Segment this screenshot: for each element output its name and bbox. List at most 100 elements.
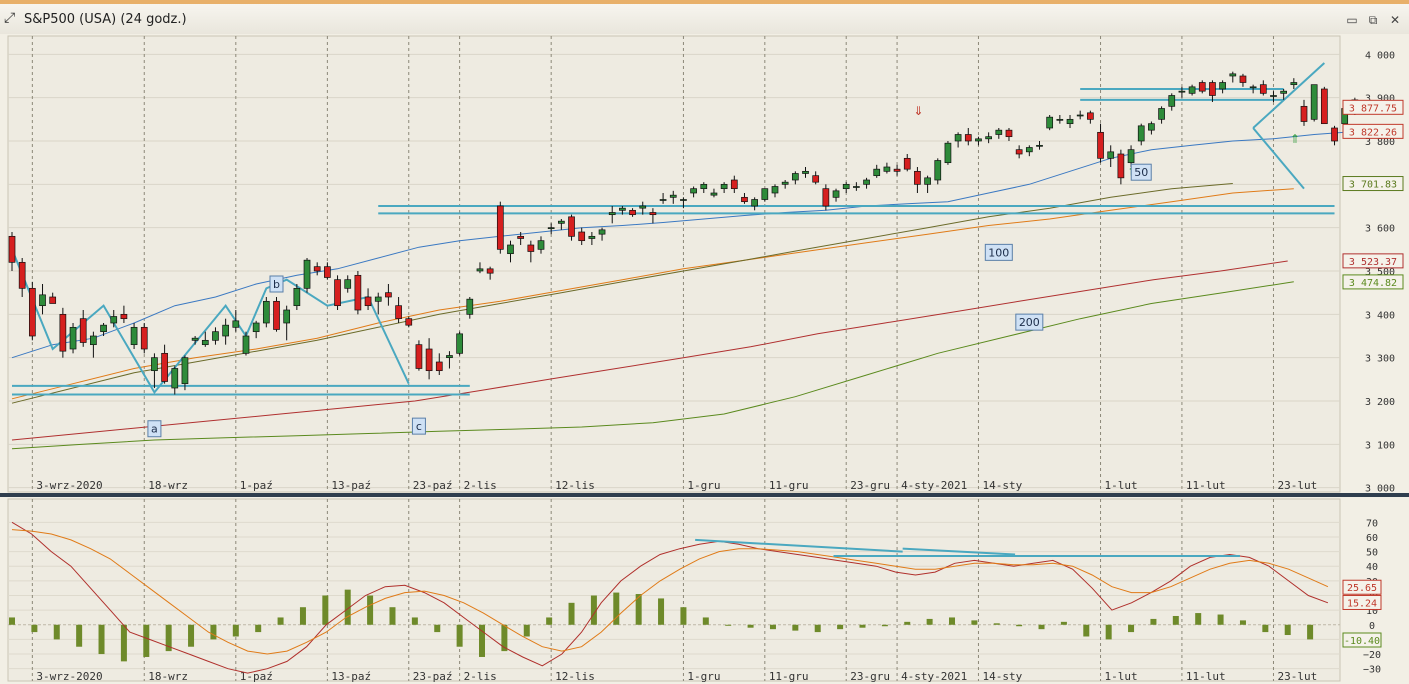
price-panel: [7, 35, 1341, 493]
candle-body: [49, 296, 57, 304]
macd-histogram-bar: [635, 594, 642, 625]
candle-body: [1259, 84, 1267, 94]
price-axis-tick-label: 3 300: [1365, 354, 1395, 365]
candle-body: [1015, 149, 1023, 155]
candle-body: [79, 318, 87, 343]
window-title-bar[interactable]: ⤢ S&P500 (USA) (24 godz.) ▭ ⧉ ✕: [0, 4, 1409, 35]
macd-line: [11, 521, 1329, 674]
macd-histogram-bar: [98, 624, 105, 655]
candle-body: [893, 168, 901, 172]
macd-histogram-bar: [613, 592, 620, 625]
macd-date-axis-tick-label: 12-lis: [555, 670, 595, 683]
candle-body: [995, 129, 1003, 135]
macd-histogram-bar: [389, 607, 396, 625]
candle-body: [313, 266, 321, 272]
price-tag-label: 3 474.82: [1349, 278, 1397, 289]
candle-body: [242, 335, 250, 354]
moving-average-line: [11, 260, 1288, 441]
candle-body: [1290, 82, 1298, 86]
date-axis-tick-label: 1-gru: [687, 479, 720, 492]
candle-body: [730, 179, 738, 190]
macd-histogram-bar: [9, 617, 15, 625]
candle-body: [873, 168, 881, 177]
candle-body: [802, 170, 809, 174]
close-icon[interactable]: ✕: [1389, 13, 1401, 27]
date-axis-tick-label: 3-wrz-2020: [36, 479, 102, 492]
candle-body: [252, 322, 260, 333]
macd-date-axis-tick-label: 4-sty-2021: [901, 670, 967, 683]
candle-body: [588, 235, 596, 239]
candle-body: [690, 188, 697, 194]
candle-body: [985, 136, 992, 140]
macd-date-axis-tick-label: 2-lis: [464, 670, 497, 683]
candle-body: [781, 181, 789, 185]
candle-body: [853, 186, 860, 188]
wave-annotation-label: 50: [1134, 166, 1148, 179]
date-axis-tick-label: 2-lis: [464, 479, 497, 492]
candle-body: [303, 259, 311, 289]
date-axis-tick-label: 1-lut: [1105, 479, 1138, 492]
macd-date-axis-tick-label: 11-gru: [769, 670, 809, 683]
candle-body: [181, 357, 189, 385]
date-axis-tick-label: 23-paź: [413, 479, 453, 492]
candle-body: [405, 318, 413, 326]
macd-date-axis-tick-label: 23-gru: [850, 670, 890, 683]
candle-body: [476, 268, 484, 272]
macd-histogram-bar: [120, 624, 127, 662]
candle-body: [161, 352, 168, 382]
macd-axis-tick-label: −30: [1363, 665, 1381, 676]
macd-axis-tick-label: 0: [1369, 621, 1375, 632]
macd-tag-box: [1342, 632, 1382, 648]
price-axis-tick-label: 3 600: [1365, 224, 1395, 235]
macd-histogram-bar: [881, 624, 888, 627]
candle-body: [527, 244, 535, 252]
wave-annotation-label: a: [151, 423, 158, 436]
macd-histogram-bar: [523, 624, 530, 637]
signal-arrow-icon: ⇓: [913, 104, 923, 118]
candle-body: [171, 368, 179, 389]
macd-date-axis-tick-label: 13-paź: [331, 670, 371, 683]
chart-app-icon: ⤢: [4, 10, 16, 26]
candle-body: [975, 138, 982, 142]
restore-icon[interactable]: ⧉: [1368, 13, 1378, 27]
candle-body: [1188, 86, 1196, 94]
macd-histogram-bar: [814, 624, 821, 633]
macd-histogram-bar: [792, 624, 799, 631]
macd-histogram-bar: [904, 621, 911, 625]
candle-body: [151, 357, 158, 372]
candle-body: [1076, 114, 1084, 117]
macd-histogram-bar: [1262, 624, 1269, 633]
macd-histogram-bar: [702, 617, 709, 625]
price-tag-box: [1342, 176, 1404, 192]
macd-histogram-bar: [322, 595, 329, 625]
candle-body: [1280, 90, 1288, 94]
minimize-icon[interactable]: ▭: [1346, 13, 1358, 27]
moving-average-line: [11, 188, 1294, 400]
macd-histogram-bar: [1105, 624, 1112, 640]
macd-divergence-line: [695, 538, 903, 553]
macd-tag-box: [1342, 594, 1382, 610]
candle-body: [914, 170, 921, 185]
macd-histogram-bar: [949, 617, 956, 625]
candle-body: [680, 199, 687, 201]
candle-body: [578, 231, 586, 242]
macd-histogram-bar: [143, 624, 150, 657]
candle-body: [863, 179, 870, 185]
candle-body: [201, 339, 209, 346]
macd-tag-label: 25.65: [1347, 583, 1377, 594]
candle-body: [90, 335, 97, 346]
candle-body: [720, 183, 728, 190]
price-tag-box: [1342, 99, 1404, 115]
macd-histogram-bar: [1307, 624, 1314, 640]
candle-body: [456, 333, 463, 354]
macd-tag-box: [1342, 579, 1382, 595]
macd-tag-label: -10.40: [1344, 636, 1380, 647]
macd-histogram-bar: [277, 617, 284, 625]
macd-histogram-bar: [993, 623, 1000, 625]
candle-body: [568, 216, 575, 237]
candle-body: [110, 316, 118, 324]
macd-histogram-bar: [1128, 624, 1135, 633]
macd-histogram-bar: [188, 624, 195, 647]
panel-separator: [0, 493, 1409, 497]
